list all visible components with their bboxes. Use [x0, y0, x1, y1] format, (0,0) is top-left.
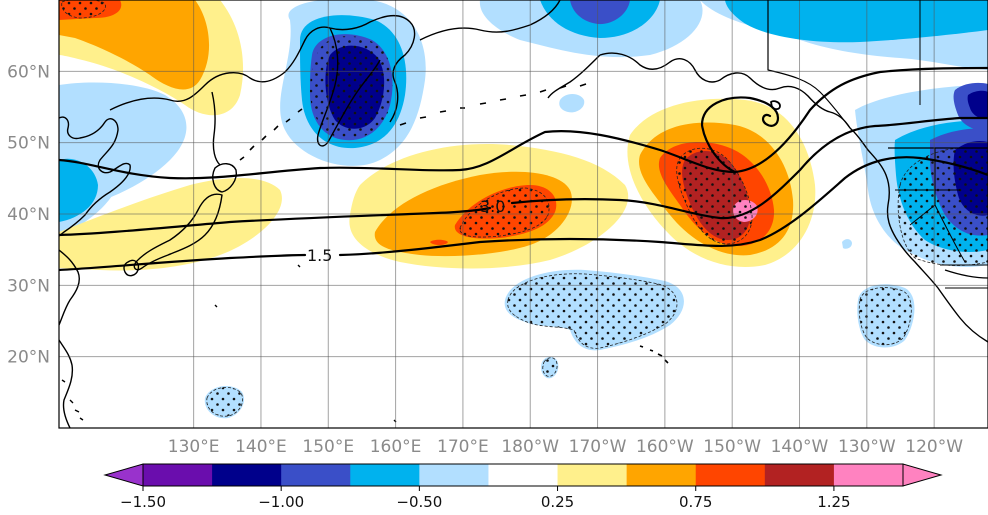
coast-islands-west: [61, 264, 397, 423]
shade-negative-bering-small: [559, 94, 585, 113]
border-mexico: [944, 269, 988, 279]
colorbar-tick-label-3: 0.25: [541, 493, 574, 511]
stippling: [61, 0, 988, 417]
coast-sakhalin: [211, 91, 221, 166]
lon-label-3: 160°E: [370, 437, 422, 457]
coast-alaska-peninsula: [547, 54, 601, 99]
stipple-region-kamchatka: [310, 36, 393, 139]
colorbar-bin-3: [350, 464, 420, 486]
lat-label-0: 20°N: [7, 348, 50, 368]
stipple-region-central: [459, 187, 550, 238]
contour-1-5: [59, 156, 988, 272]
colorbar-tick-label-0: −1.50: [120, 493, 166, 511]
lat-label-1: 30°N: [7, 276, 50, 296]
lat-label-2: 40°N: [7, 205, 50, 225]
coast-honshu: [133, 193, 223, 271]
colorbar-bin-5: [488, 464, 559, 486]
stipple-region-subtropical: [507, 273, 678, 349]
map-area: 3.0 1.5: [59, 0, 988, 428]
shade-negative-canada-top-core: [967, 90, 988, 119]
lon-label-5: 180°W: [501, 437, 559, 457]
coast-hawaii: [639, 345, 669, 364]
shade-negative-small-3: [842, 239, 852, 249]
coast-kamchatka: [316, 27, 381, 147]
contour-label-3-0: 3.0: [480, 197, 505, 216]
coast-alaska: [419, 0, 851, 129]
colorbar-bin-4: [419, 464, 489, 486]
shade-positive-japan-light: [59, 178, 282, 271]
stipple-region-nw: [61, 0, 106, 19]
coast-asia-mainland: [59, 116, 131, 428]
contour-labels: 3.0 1.5: [307, 197, 505, 265]
colorbar: −1.50 −1.00 −0.50 0.25 0.75 1.25: [103, 463, 943, 511]
contour-lines: [59, 66, 988, 272]
colorbar-tick-label-1: −1.00: [258, 493, 304, 511]
lon-label-10: 130°W: [838, 437, 896, 457]
lon-label-7: 160°W: [636, 437, 694, 457]
colorbar-extend-under: [103, 463, 144, 487]
shade-negative-west-3: [59, 158, 98, 222]
colorbar-tick-label-5: 1.25: [817, 493, 850, 511]
shade-negative-bering-dark: [570, 0, 630, 25]
contour-loop: [700, 96, 780, 174]
coast-hokkaido: [212, 163, 237, 193]
colorbar-bin-10: [833, 464, 904, 486]
lon-label-4: 170°E: [437, 437, 489, 457]
colorbar-tick-label-4: 0.75: [679, 493, 712, 511]
shade-negative-canada-mid: [725, 0, 988, 43]
colorbar-extend-over: [902, 463, 943, 487]
shade-positive-central-small: [430, 239, 448, 245]
stipple-region-small-1: [542, 357, 558, 377]
lon-label-8: 150°W: [703, 437, 761, 457]
colorbar-tick-label-2: −0.50: [396, 493, 442, 511]
colorbar-outline: [142, 463, 904, 487]
lon-label-1: 140°E: [235, 437, 287, 457]
lon-label-6: 170°W: [569, 437, 627, 457]
lat-label-4: 60°N: [7, 62, 50, 82]
coastlines: [59, 0, 988, 428]
lon-label-2: 150°E: [302, 437, 354, 457]
colorbar-bin-6: [557, 464, 628, 486]
colorbar-bin-9: [764, 464, 835, 486]
coast-north-america-west: [849, 127, 988, 343]
coast-kurils: [239, 108, 303, 161]
colorbar-bin-8: [695, 464, 766, 486]
colorbar-bin-1: [212, 464, 282, 486]
lon-label-11: 120°W: [905, 437, 963, 457]
colorbar-bin-0: [143, 464, 213, 486]
stipple-region-small-2: [206, 387, 244, 417]
contour-3-0: [59, 116, 988, 237]
contour-loop-small: [770, 100, 781, 111]
lon-label-9: 140°W: [771, 437, 829, 457]
border-canada-alaska: [767, 0, 851, 129]
latitude-labels: 20°N 30°N 40°N 50°N 60°N: [7, 62, 50, 367]
lon-label-0: 130°E: [168, 437, 220, 457]
map-frame: [58, 0, 988, 429]
shade-positive-nw-mid: [59, 0, 210, 90]
contour-outer: [59, 66, 988, 180]
colorbar-bin-7: [626, 464, 697, 486]
contour-label-1-5: 1.5: [307, 246, 332, 265]
lat-label-3: 50°N: [7, 134, 50, 154]
longitude-labels: 130°E 140°E 150°E 160°E 170°E 180°W 170°W 160°W…: [168, 437, 963, 457]
stipple-region-hawaii-east: [858, 287, 912, 346]
colorbar-bin-2: [281, 464, 351, 486]
border-states: [895, 0, 988, 289]
gridlines: [59, 0, 988, 428]
